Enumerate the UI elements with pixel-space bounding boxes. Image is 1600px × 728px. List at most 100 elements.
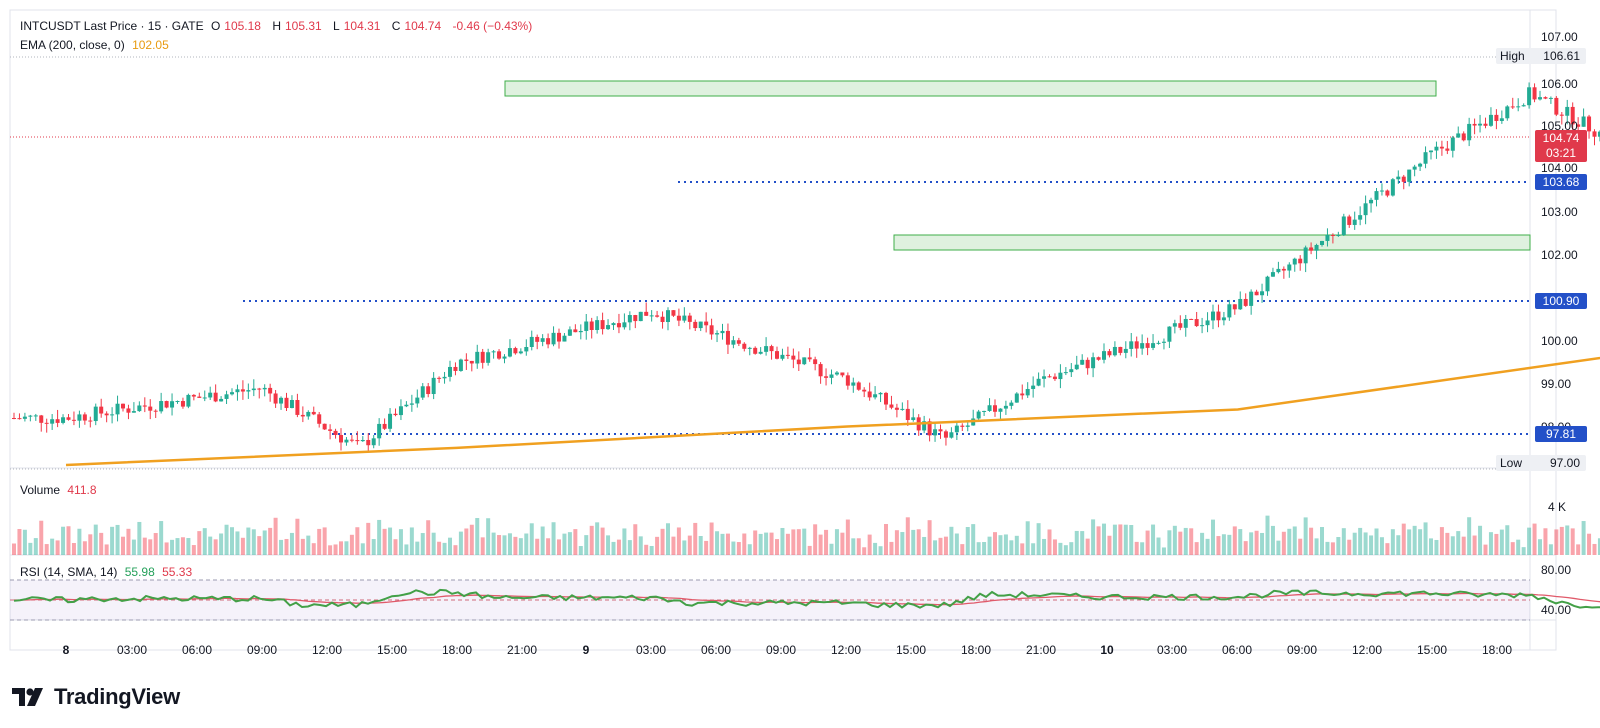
- volume-bar[interactable]: [1036, 523, 1041, 555]
- candle-body[interactable]: [851, 382, 856, 386]
- candle-body[interactable]: [99, 406, 104, 414]
- candle-body[interactable]: [349, 439, 354, 441]
- candle-body[interactable]: [889, 404, 894, 408]
- candle-body[interactable]: [257, 388, 262, 390]
- candle-body[interactable]: [1527, 87, 1532, 106]
- candle-body[interactable]: [311, 411, 316, 415]
- candle-body[interactable]: [1200, 325, 1205, 327]
- volume-bar[interactable]: [1145, 530, 1150, 555]
- candle-body[interactable]: [1543, 97, 1548, 99]
- candle-body[interactable]: [246, 390, 251, 392]
- volume-bar[interactable]: [1461, 536, 1466, 555]
- candle-body[interactable]: [44, 422, 49, 424]
- volume-bar[interactable]: [1042, 538, 1047, 555]
- candle-body[interactable]: [693, 321, 698, 329]
- volume-bar[interactable]: [1369, 535, 1374, 555]
- volume-bar[interactable]: [1483, 544, 1488, 555]
- candle-body[interactable]: [1058, 372, 1063, 380]
- price-axis[interactable]: 107.00 106.00 105.00 104.00 103.00 102.0…: [1541, 30, 1578, 434]
- candle-body[interactable]: [1205, 320, 1210, 326]
- candle-body[interactable]: [1570, 106, 1575, 125]
- candle-body[interactable]: [557, 332, 561, 342]
- volume-bar[interactable]: [1047, 529, 1052, 555]
- candle-body[interactable]: [121, 403, 125, 409]
- volume-bar[interactable]: [1478, 525, 1483, 555]
- candle-body[interactable]: [333, 430, 338, 435]
- symbol-title[interactable]: INTCUSDT Last Price · 15 · GATE: [20, 19, 204, 33]
- candle-body[interactable]: [1418, 163, 1423, 167]
- volume-bar[interactable]: [982, 542, 987, 555]
- volume-bar[interactable]: [507, 533, 512, 555]
- volume-bar[interactable]: [1456, 531, 1461, 555]
- candle-body[interactable]: [289, 399, 294, 409]
- candle-body[interactable]: [682, 315, 687, 321]
- volume-bar[interactable]: [524, 533, 529, 555]
- volume-bar[interactable]: [747, 544, 752, 555]
- candle-body[interactable]: [780, 354, 785, 359]
- candle-body[interactable]: [1134, 341, 1139, 349]
- candle-body[interactable]: [1189, 318, 1194, 320]
- candle-body[interactable]: [993, 405, 997, 412]
- candle-body[interactable]: [1412, 166, 1417, 170]
- candle-body[interactable]: [322, 423, 327, 430]
- volume-bar[interactable]: [775, 539, 779, 555]
- volume-bar[interactable]: [279, 539, 284, 555]
- candle-body[interactable]: [1374, 191, 1379, 200]
- volume-bar[interactable]: [1548, 544, 1553, 555]
- volume-bar[interactable]: [834, 529, 839, 555]
- volume-bar[interactable]: [1063, 545, 1068, 555]
- volume-bar[interactable]: [764, 532, 769, 555]
- volume-bar[interactable]: [1112, 524, 1117, 555]
- candle-body[interactable]: [339, 434, 343, 443]
- volume-bar[interactable]: [1554, 529, 1559, 555]
- volume-bar[interactable]: [398, 529, 403, 555]
- volume-bar[interactable]: [1085, 538, 1090, 555]
- volume-bar[interactable]: [1385, 543, 1390, 555]
- candle-body[interactable]: [300, 414, 305, 417]
- volume-bar[interactable]: [1341, 528, 1346, 555]
- volume-bar[interactable]: [546, 538, 551, 555]
- volume-bar[interactable]: [164, 542, 169, 555]
- volume-bar[interactable]: [99, 532, 104, 555]
- candle-body[interactable]: [965, 425, 970, 427]
- volume-legend[interactable]: Volume 411.8: [20, 483, 101, 497]
- candle-body[interactable]: [71, 419, 76, 421]
- candle-body[interactable]: [1118, 346, 1123, 353]
- candle-body[interactable]: [469, 360, 474, 364]
- volume-bar[interactable]: [1123, 524, 1128, 555]
- volume-bar[interactable]: [12, 543, 16, 555]
- volume-bar[interactable]: [518, 538, 523, 555]
- candle-body[interactable]: [142, 405, 147, 407]
- volume-bar[interactable]: [1161, 547, 1166, 555]
- volume-bar[interactable]: [1314, 538, 1319, 555]
- volume-bar[interactable]: [796, 529, 801, 555]
- volume-bar[interactable]: [1396, 535, 1401, 555]
- volume-bar[interactable]: [88, 534, 93, 555]
- candle-body[interactable]: [982, 410, 987, 412]
- volume-bar[interactable]: [213, 539, 218, 555]
- candle-body[interactable]: [110, 414, 115, 416]
- candle-body[interactable]: [802, 357, 807, 365]
- level-tag-103-68[interactable]: 103.68: [1535, 174, 1587, 190]
- volume-bar[interactable]: [1052, 539, 1057, 555]
- volume-bar[interactable]: [115, 524, 120, 555]
- volume-bar[interactable]: [382, 528, 387, 555]
- candle-body[interactable]: [518, 351, 523, 354]
- volume-bar[interactable]: [1287, 528, 1292, 555]
- candle-body[interactable]: [1107, 351, 1112, 356]
- volume-bar[interactable]: [1118, 524, 1123, 555]
- candle-body[interactable]: [611, 323, 616, 326]
- volume-bar[interactable]: [355, 527, 360, 555]
- volume-bar[interactable]: [131, 539, 136, 555]
- rsi-legend[interactable]: RSI (14, SMA, 14) 55.98 55.33: [20, 565, 196, 579]
- candle-body[interactable]: [796, 359, 801, 365]
- candle-body[interactable]: [431, 377, 436, 395]
- candle-body[interactable]: [1407, 169, 1412, 182]
- volume-bar[interactable]: [202, 528, 207, 555]
- candle-body[interactable]: [480, 351, 485, 363]
- candle-body[interactable]: [644, 311, 649, 316]
- candle-body[interactable]: [1336, 235, 1341, 237]
- candle-body[interactable]: [486, 352, 491, 363]
- volume-bar[interactable]: [802, 528, 807, 555]
- candle-body[interactable]: [731, 340, 736, 345]
